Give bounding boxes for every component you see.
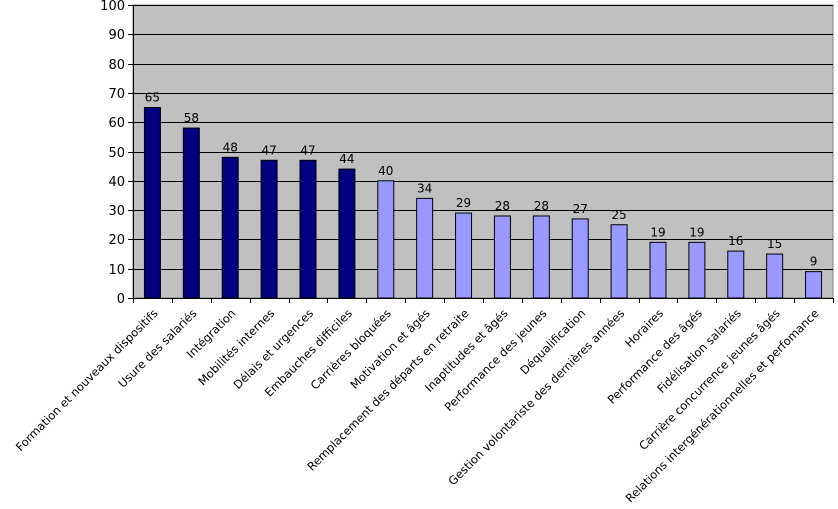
data-label: 48 bbox=[223, 140, 238, 154]
data-label: 65 bbox=[145, 91, 160, 105]
data-label: 28 bbox=[534, 199, 549, 213]
data-label: 28 bbox=[495, 199, 510, 213]
data-label: 40 bbox=[378, 164, 393, 178]
data-label: 47 bbox=[261, 143, 276, 157]
y-tick-label: 60 bbox=[108, 116, 125, 131]
data-label: 34 bbox=[417, 181, 432, 195]
y-tick-label: 30 bbox=[108, 204, 125, 219]
bar bbox=[688, 241, 706, 299]
bars bbox=[143, 107, 823, 299]
gridlines bbox=[133, 5, 833, 270]
data-label: 29 bbox=[456, 196, 471, 210]
bar bbox=[766, 253, 784, 299]
category-label: Carrière concurrence jeunes âgés bbox=[636, 306, 783, 453]
bar bbox=[493, 215, 511, 299]
data-label: 19 bbox=[650, 225, 665, 239]
data-label: 25 bbox=[611, 208, 626, 222]
bar bbox=[416, 197, 434, 299]
data-label: 19 bbox=[689, 225, 704, 239]
bar bbox=[455, 212, 473, 299]
y-tick-label: 40 bbox=[108, 175, 125, 190]
bar bbox=[299, 159, 317, 299]
y-tick-label: 20 bbox=[108, 233, 125, 248]
y-tick-label: 70 bbox=[108, 87, 125, 102]
plot-background bbox=[132, 4, 834, 299]
data-label: 27 bbox=[573, 202, 588, 216]
y-tick-label: 10 bbox=[108, 263, 125, 278]
y-tick-label: 0 bbox=[117, 292, 125, 307]
bar bbox=[571, 218, 589, 299]
y-tick-label: 80 bbox=[108, 58, 125, 73]
bar bbox=[727, 250, 745, 299]
y-tick-label: 90 bbox=[108, 28, 125, 43]
y-tick-label: 50 bbox=[108, 146, 125, 161]
data-label: 58 bbox=[184, 111, 199, 125]
data-label: 15 bbox=[767, 237, 782, 251]
bar bbox=[260, 159, 278, 299]
data-label: 47 bbox=[300, 143, 315, 157]
data-label: 9 bbox=[810, 255, 818, 269]
bar bbox=[182, 127, 200, 299]
y-tick-label: 100 bbox=[100, 0, 125, 14]
axes bbox=[133, 5, 834, 303]
category-label: Formation et nouveaux dispositifs bbox=[13, 306, 161, 454]
bar bbox=[532, 215, 550, 299]
data-label: 44 bbox=[339, 152, 354, 166]
bar bbox=[377, 180, 395, 299]
bar bbox=[805, 271, 823, 299]
bar bbox=[143, 107, 161, 299]
data-labels: 65 58 48 47 47 44 40 34 29 28 28 27 25 19 19 16 15 9 bbox=[145, 91, 818, 269]
data-label: 16 bbox=[728, 234, 743, 248]
plot-area bbox=[132, 4, 834, 299]
bar bbox=[338, 168, 356, 299]
y-tick-labels: 0 10 20 30 40 50 60 70 80 90 100 bbox=[100, 0, 133, 307]
bar bbox=[221, 156, 239, 299]
bar bbox=[610, 224, 628, 299]
bar bbox=[649, 241, 667, 299]
